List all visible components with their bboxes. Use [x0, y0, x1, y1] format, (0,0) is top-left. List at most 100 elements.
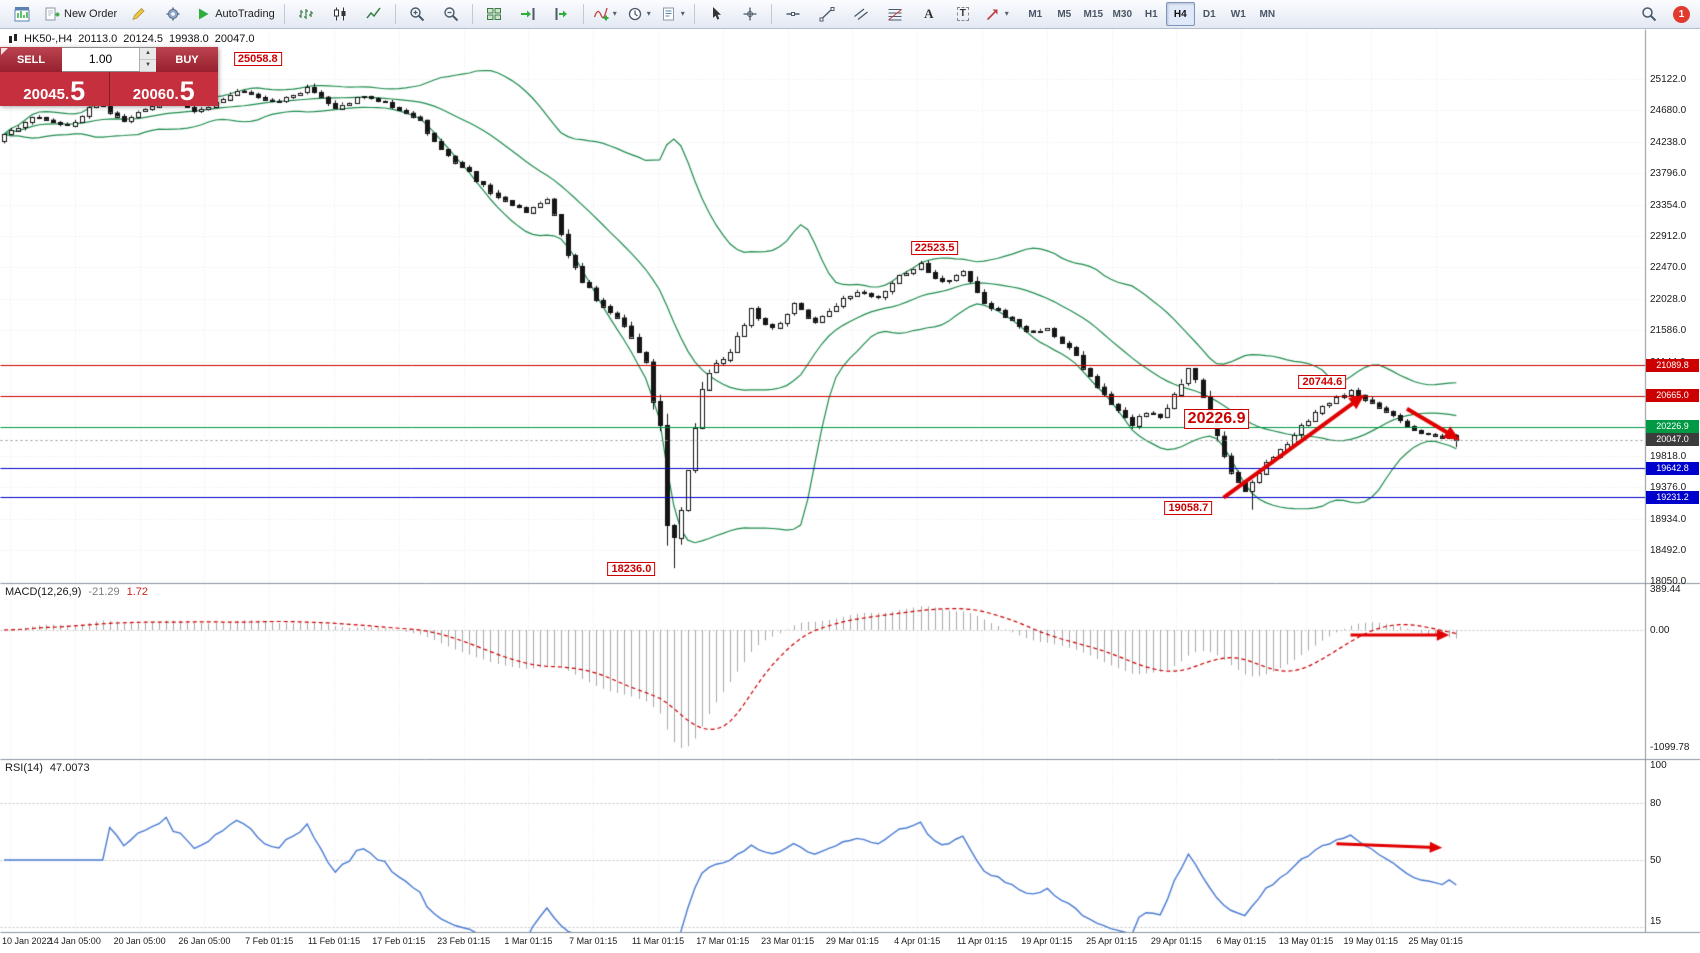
- time-axis-label: 29 Apr 01:15: [1150, 936, 1202, 946]
- buy-price-display[interactable]: 20060. 5: [109, 72, 218, 106]
- timeframe-m1-button[interactable]: M1: [1028, 8, 1043, 20]
- text-tool-button[interactable]: A: [913, 1, 945, 27]
- sell-price-pip: 5: [70, 76, 86, 107]
- zoom-out-button[interactable]: [435, 1, 467, 27]
- symbol-ohlc-line: HK50-,H4 20113.0 20124.5 19938.0 20047.0: [8, 33, 255, 45]
- trade-panel-prices: 20045. 5 20060. 5: [0, 72, 218, 106]
- crosshair-tool-button[interactable]: [734, 1, 766, 27]
- sell-button-label: SELL: [16, 53, 46, 66]
- rsi-axis-label: 100: [1650, 760, 1667, 771]
- timeframe-m30-button[interactable]: M30: [1112, 8, 1132, 20]
- volume-value[interactable]: 1.00: [88, 52, 113, 66]
- dropdown-caret-icon: ▾: [1004, 9, 1009, 18]
- notification-badge[interactable]: 1: [1673, 5, 1690, 23]
- price-axis-tick: 23354.0: [1650, 199, 1687, 211]
- chart-price-annotation[interactable]: 22523.5: [910, 241, 959, 256]
- search-button[interactable]: [1633, 1, 1665, 27]
- chart-shift-icon: [555, 8, 567, 20]
- indicators-icon: [593, 7, 609, 21]
- price-axis-tick: 22470.0: [1650, 262, 1687, 274]
- template-icon: [662, 7, 674, 21]
- sell-button[interactable]: SELL: [0, 47, 62, 72]
- timeframe-h4-button[interactable]: H4: [1165, 2, 1195, 26]
- bar-chart-icon: [298, 9, 313, 19]
- new-order-button[interactable]: New Order: [40, 1, 121, 27]
- text-tool-icon: A: [924, 6, 934, 21]
- bar-chart-mode-button[interactable]: [290, 1, 322, 27]
- chart-window-icon: [14, 7, 30, 22]
- fibonacci-icon: [887, 9, 902, 21]
- main-toolbar: New Order AutoTrading: [0, 0, 1700, 29]
- time-axis-label: 7 Feb 01:15: [245, 936, 294, 946]
- price-axis-tick: 19818.0: [1650, 450, 1687, 462]
- dropdown-caret-icon: ▾: [612, 9, 617, 18]
- zoom-out-icon: [444, 7, 458, 22]
- tile-windows-icon: [486, 8, 501, 20]
- text-label-icon: T: [956, 7, 969, 21]
- toolbar-separator: [394, 4, 396, 24]
- toolbar-right-cluster: 1: [1633, 1, 1694, 27]
- chart-window-button[interactable]: [6, 1, 38, 27]
- chart-price-annotation[interactable]: 18236.0: [607, 561, 656, 576]
- volume-down-button[interactable]: ▼: [140, 60, 156, 72]
- volume-field[interactable]: 1.00 ▲ ▼: [62, 47, 156, 72]
- time-axis-label: 20 Jan 05:00: [113, 936, 166, 946]
- macd-indicator-label: MACD(12,26,9) -21.29 1.72: [5, 586, 148, 598]
- tile-windows-button[interactable]: [478, 1, 510, 27]
- timeframe-m15-button[interactable]: M15: [1083, 8, 1103, 20]
- volume-up-button[interactable]: ▲: [140, 48, 156, 60]
- text-label-tool-button[interactable]: T: [947, 1, 979, 27]
- options-button[interactable]: [157, 1, 189, 27]
- chart-price-annotation[interactable]: 20226.9: [1183, 409, 1250, 430]
- price-axis-tick: 18050.0: [1650, 576, 1687, 588]
- fibonacci-tool-button[interactable]: [879, 1, 911, 27]
- metaeditor-button[interactable]: [123, 1, 155, 27]
- timeframe-mn-button[interactable]: MN: [1259, 8, 1276, 20]
- autotrading-button[interactable]: AutoTrading: [191, 1, 279, 27]
- indicators-button[interactable]: ▾: [589, 1, 621, 27]
- time-axis-label: 14 Jan 05:00: [48, 936, 101, 946]
- time-axis-label: 13 May 01:15: [1278, 936, 1334, 946]
- auto-scroll-button[interactable]: [512, 1, 544, 27]
- time-axis-label: 23 Feb 01:15: [437, 936, 491, 946]
- chart-price-annotation[interactable]: 25058.8: [233, 51, 282, 66]
- buy-button[interactable]: BUY: [156, 47, 218, 72]
- arrows-tool-button[interactable]: ▾: [981, 1, 1013, 27]
- templates-button[interactable]: ▾: [657, 1, 689, 27]
- zoom-in-icon: [410, 7, 424, 22]
- arrow-object-icon: [986, 9, 998, 21]
- one-click-trading-panel: SELL 1.00 ▲ ▼ BUY 20045. 5 20060. 5: [0, 47, 218, 106]
- timeframe-h1-button[interactable]: H1: [1144, 8, 1158, 20]
- chart-shift-button[interactable]: [546, 1, 578, 27]
- horizontal-line-tool-button[interactable]: [777, 1, 809, 27]
- channel-tool-button[interactable]: [845, 1, 877, 27]
- price-axis-tick: 18492.0: [1650, 545, 1687, 556]
- ohlc-open-value: 20113.0: [78, 33, 118, 45]
- time-axis-label: 7 Mar 01:15: [569, 936, 618, 946]
- toolbar-separator: [471, 4, 473, 24]
- chart-price-annotation[interactable]: 20744.6: [1298, 374, 1347, 389]
- chart-price-annotation[interactable]: 19058.7: [1164, 501, 1213, 516]
- symbol-period-label: HK50-,H4: [24, 33, 73, 45]
- cursor-tool-button[interactable]: [700, 1, 732, 27]
- price-axis-tick: 18934.0: [1650, 513, 1687, 525]
- ohlc-high-value: 20124.5: [123, 33, 164, 45]
- ohlc-low-value: 19938.0: [169, 33, 209, 45]
- time-axis-label: 25 Apr 01:15: [1086, 936, 1138, 946]
- autotrading-play-icon: [199, 8, 209, 20]
- macd-axis-label: 389.44: [1650, 583, 1681, 595]
- trendline-tool-button[interactable]: [811, 1, 843, 27]
- zoom-in-button[interactable]: [401, 1, 433, 27]
- price-level-tag: 21089.8: [1646, 358, 1699, 372]
- timeframe-d1-button[interactable]: D1: [1202, 8, 1216, 20]
- line-chart-mode-button[interactable]: [358, 1, 390, 27]
- time-axis-label: 10 Jan 2022: [2, 936, 52, 946]
- timeframe-w1-button[interactable]: W1: [1230, 8, 1246, 20]
- timeframe-m5-button[interactable]: M5: [1057, 8, 1072, 20]
- candlestick-mode-button[interactable]: [324, 1, 356, 27]
- trade-panel-collapse-arrow[interactable]: [1, 48, 8, 55]
- periods-button[interactable]: ▾: [623, 1, 655, 27]
- sell-price-display[interactable]: 20045. 5: [0, 72, 110, 106]
- crosshair-icon: [743, 7, 757, 21]
